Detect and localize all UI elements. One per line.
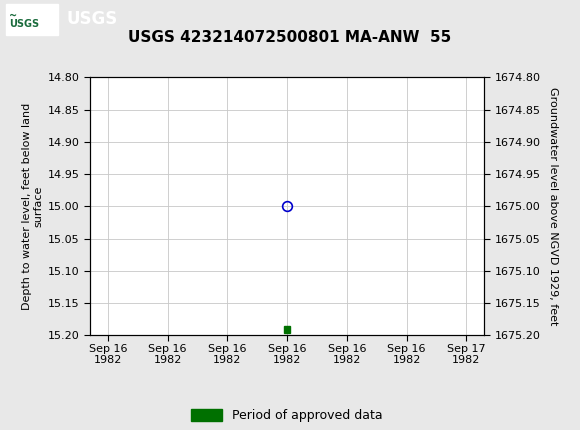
Y-axis label: Depth to water level, feet below land
surface: Depth to water level, feet below land su… [22, 103, 44, 310]
Text: USGS: USGS [67, 10, 118, 28]
Legend: Period of approved data: Period of approved data [186, 404, 388, 427]
Bar [284, 326, 291, 334]
Y-axis label: Groundwater level above NGVD 1929, feet: Groundwater level above NGVD 1929, feet [548, 87, 557, 326]
FancyBboxPatch shape [6, 4, 58, 35]
Text: ~
USGS: ~ USGS [9, 10, 39, 28]
Text: USGS 423214072500801 MA-ANW  55: USGS 423214072500801 MA-ANW 55 [128, 30, 452, 45]
